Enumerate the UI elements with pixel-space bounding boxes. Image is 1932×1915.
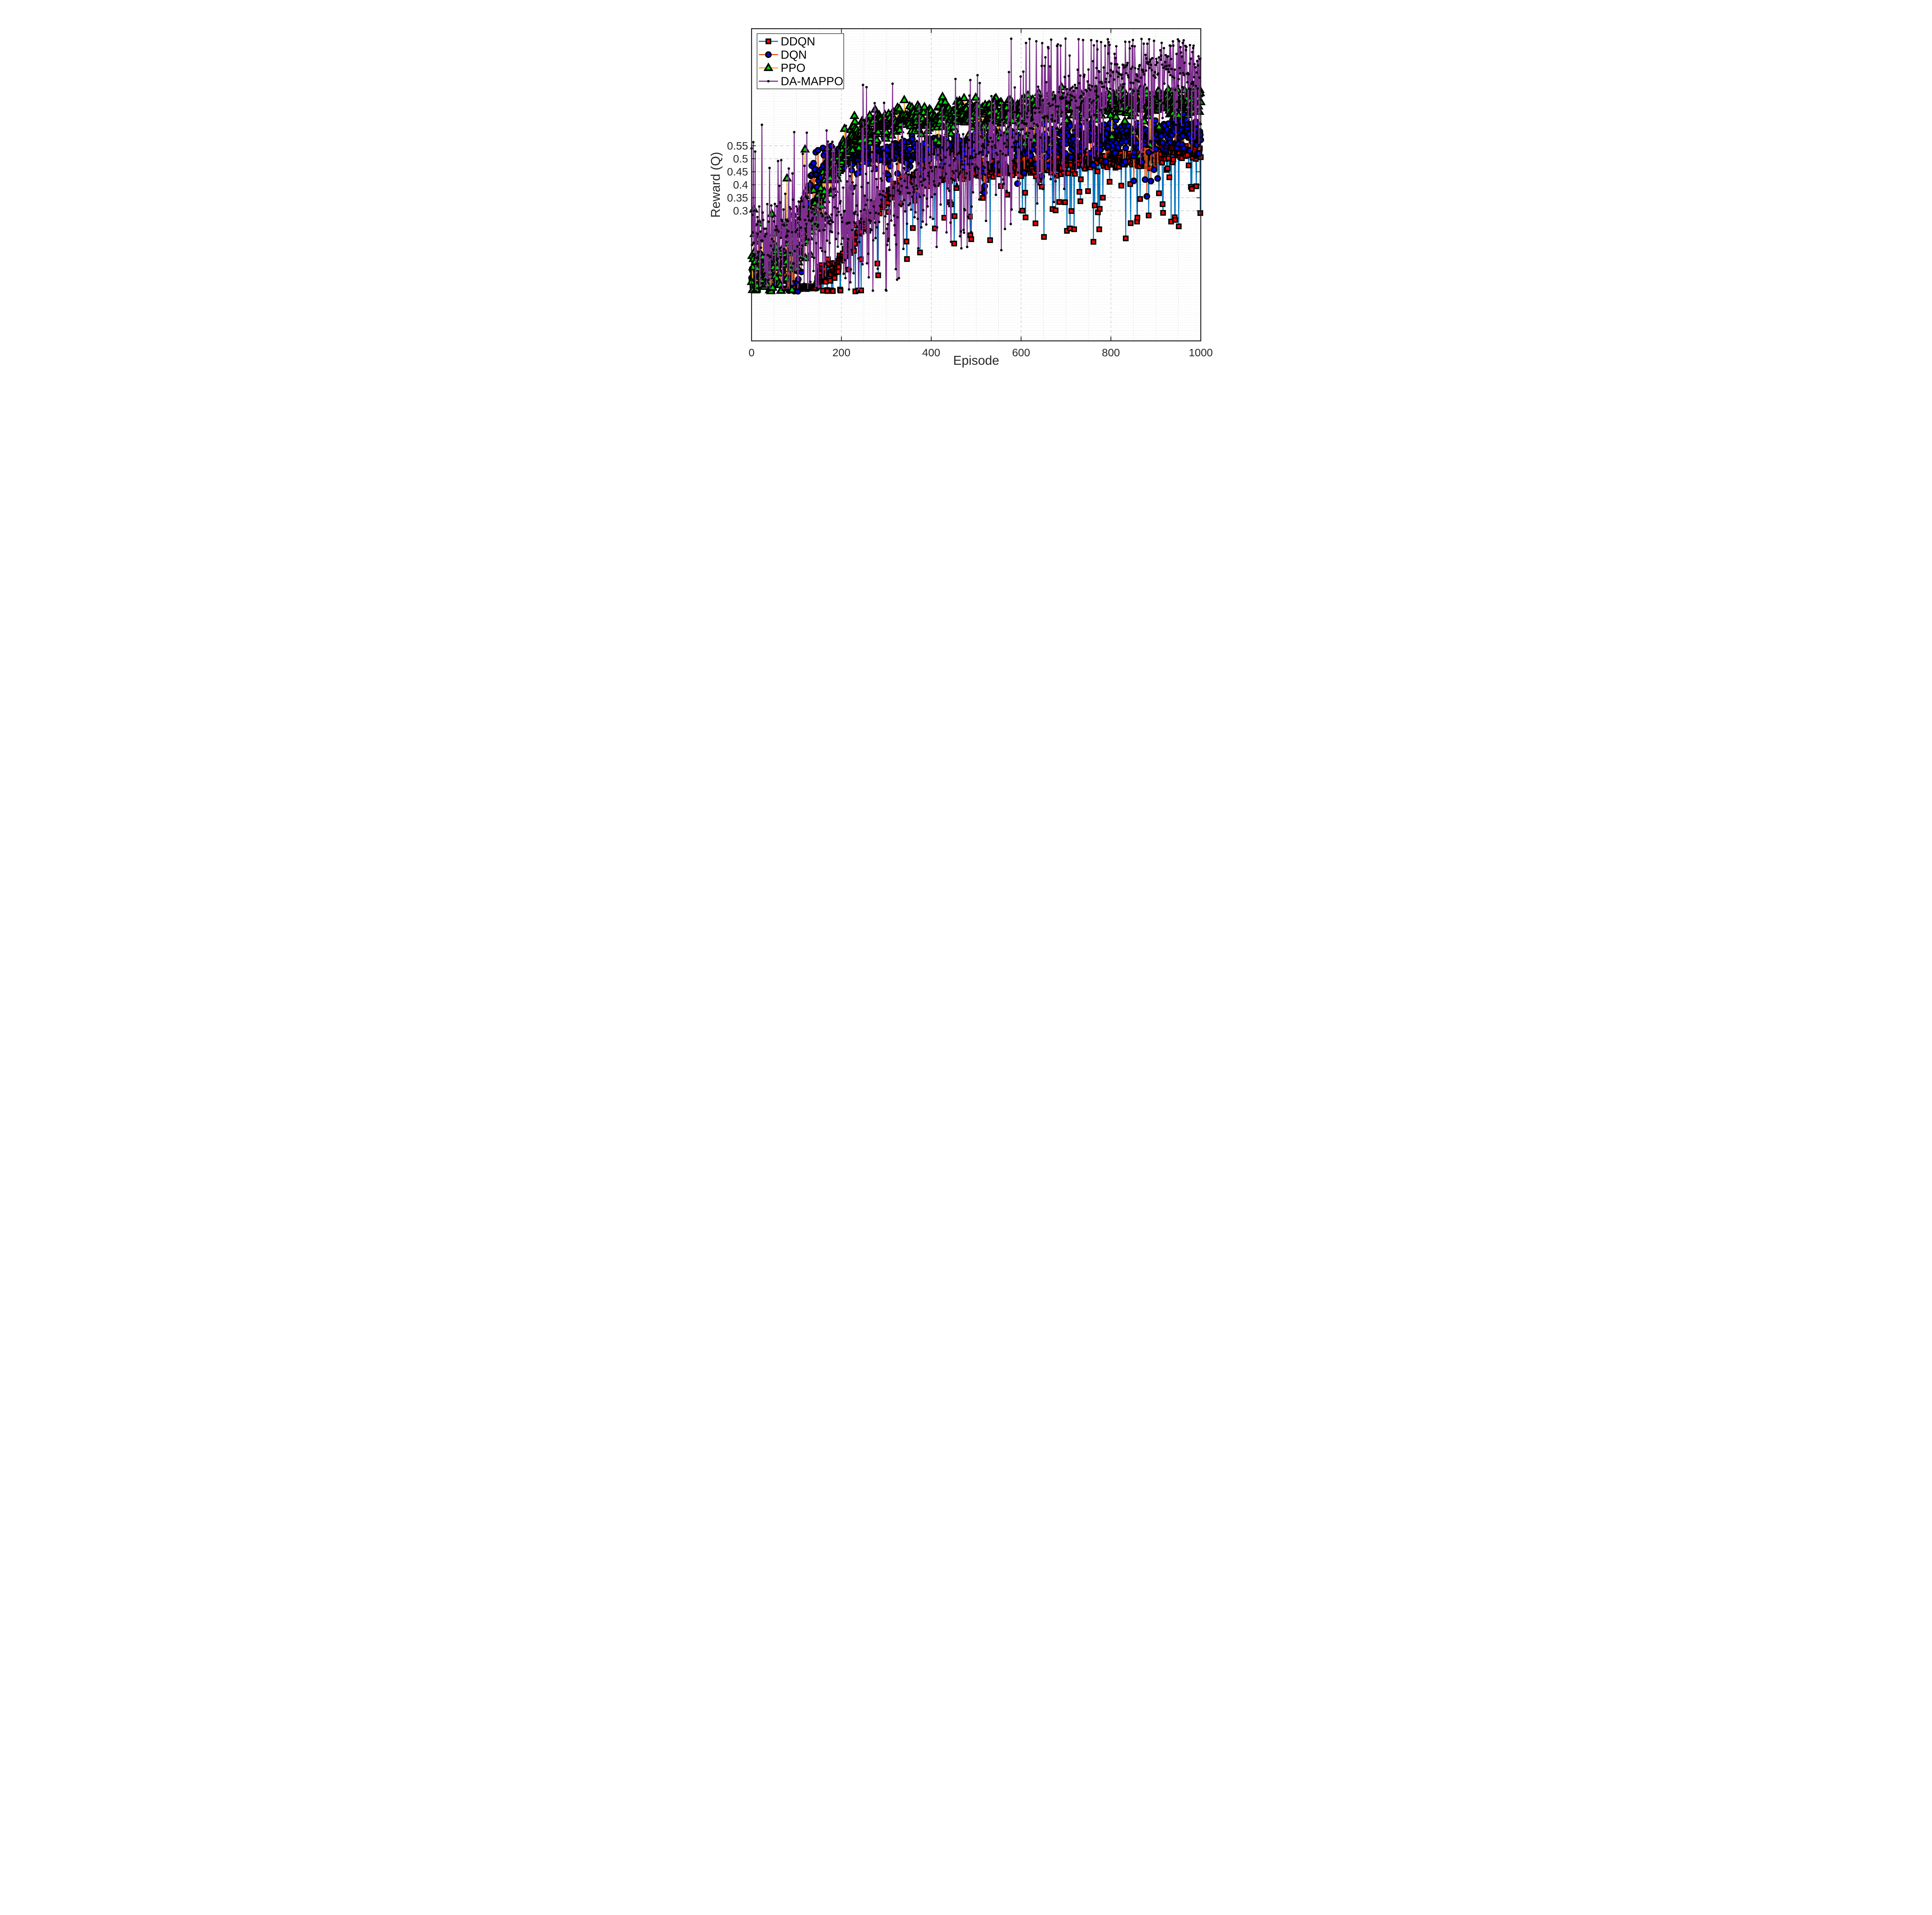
legend-marker-da-mappo-icon xyxy=(767,80,770,83)
tick-label-layer: 0 200 400 600 800 1000 0.30.350.40.450.50.55 xyxy=(727,140,1213,359)
reward-chart: 0 200 400 600 800 1000 0.30.350.40.450.50.55 E… xyxy=(676,0,1256,383)
legend-item-dqn: DQN xyxy=(759,48,807,61)
series-layer xyxy=(747,37,1206,295)
x-tick-label: 200 xyxy=(832,347,850,359)
y-tick-label: 0.55 xyxy=(727,140,748,152)
axis-ticks xyxy=(751,29,1201,341)
x-tick-label: 1000 xyxy=(1189,347,1213,359)
legend-marker-ppo-icon xyxy=(763,62,774,71)
legend-marker-ddqn-icon xyxy=(765,38,772,44)
axes-layer xyxy=(751,28,1201,342)
series-da-mappo-markers xyxy=(750,37,1202,293)
legend-marker-dqn-icon xyxy=(765,51,772,58)
y-tick-label: 0.35 xyxy=(727,192,748,204)
x-axis-label: Episode xyxy=(953,353,999,367)
y-tick-label: 0.45 xyxy=(727,166,748,178)
x-tick-label: 800 xyxy=(1102,347,1120,359)
legend-box xyxy=(757,33,844,89)
x-tick-label: 400 xyxy=(922,347,940,359)
legend-label-ddqn: DDQN xyxy=(781,35,815,48)
legend-item-ddqn: DDQN xyxy=(759,35,815,48)
legend-item-da-mappo: DA-MAPPO xyxy=(759,75,843,88)
y-tick-label: 0.5 xyxy=(733,153,748,165)
x-tick-label: 600 xyxy=(1012,347,1030,359)
y-tick-label: 0.4 xyxy=(733,179,748,191)
y-tick-label: 0.3 xyxy=(733,205,748,217)
legend-label-da-mappo: DA-MAPPO xyxy=(781,75,843,88)
y-axis-label: Reward (Q) xyxy=(708,152,723,218)
legend-label-dqn: DQN xyxy=(781,48,807,61)
figure: 0 200 400 600 800 1000 0.3 0.35 0.4 0.45 0.5 0.55 E… xyxy=(676,0,1256,383)
series-da-mappo xyxy=(750,37,1202,293)
legend-label-ppo: PPO xyxy=(781,61,805,75)
x-tick-label: 0 xyxy=(748,347,755,359)
legend-item-ppo: PPO xyxy=(759,61,806,75)
